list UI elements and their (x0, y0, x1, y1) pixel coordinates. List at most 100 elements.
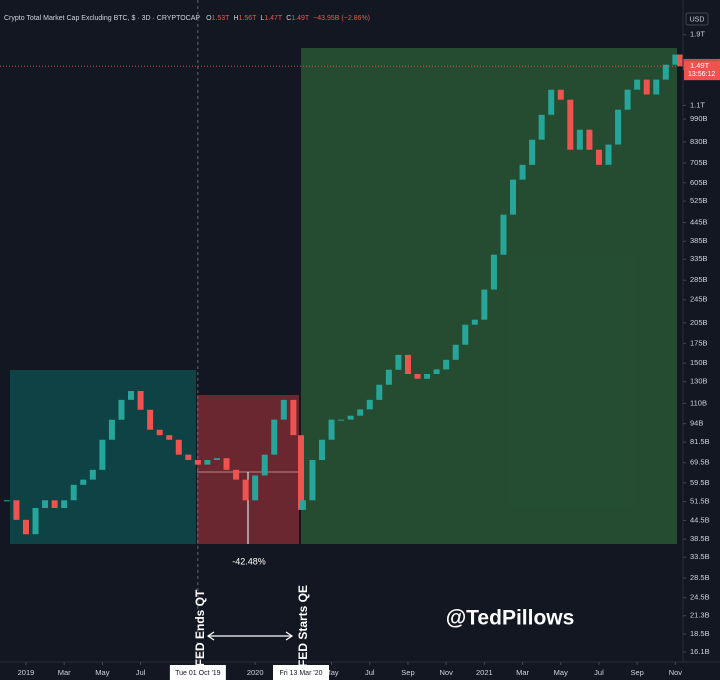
y-tick-label: 525B (690, 196, 708, 205)
candle (443, 359, 450, 370)
x-tick-label: May (324, 668, 338, 677)
marker-box (273, 665, 330, 680)
x-tick-label: 2021 (476, 668, 493, 677)
candle (519, 164, 526, 180)
y-tick-label: 18.5B (690, 629, 710, 638)
measure-label: -42.48% (232, 556, 266, 566)
candle (624, 89, 631, 110)
candle (672, 54, 679, 65)
candle (51, 500, 58, 508)
x-tick-label: Mar (516, 668, 529, 677)
price-axis (683, 0, 720, 680)
candle (22, 519, 29, 535)
candle (433, 369, 440, 375)
candle (252, 475, 259, 501)
candle (567, 99, 574, 150)
y-tick-label: 130B (690, 377, 708, 386)
y-tick-label: 830B (690, 137, 708, 146)
arrow (206, 631, 294, 641)
x-tick-label: 2019 (18, 668, 35, 677)
candle (385, 369, 392, 385)
candle (634, 79, 641, 90)
x-tick-label: May (95, 668, 109, 677)
candle (166, 435, 173, 440)
y-tick-label: 59.5B (690, 478, 710, 487)
x-tick-label: May (554, 668, 568, 677)
ohlc-label: C (286, 15, 291, 22)
x-tick-label: Nov (669, 668, 683, 677)
candle (452, 344, 459, 360)
price-box (684, 60, 720, 81)
candle (223, 458, 230, 470)
candle (481, 289, 488, 320)
candle (128, 391, 135, 400)
candle (347, 415, 354, 420)
candle (643, 79, 650, 95)
candle (99, 439, 106, 470)
change: −43.95B (−2.86%) (313, 15, 370, 22)
price-time: 13:56:12 (688, 71, 715, 78)
candle (529, 139, 536, 165)
y-tick-label: 28.5B (690, 573, 710, 582)
y-tick-label: 605B (690, 178, 708, 187)
y-tick-label: 21.3B (690, 611, 710, 620)
y-tick-label: 335B (690, 254, 708, 263)
ohlc-label: L (260, 15, 264, 22)
candle (290, 399, 297, 436)
y-tick-label: 24.5B (690, 593, 710, 602)
watermark: @TedPillows (446, 607, 575, 630)
candle (653, 79, 660, 95)
x-tick-label: Mar (58, 668, 71, 677)
candle (557, 89, 564, 100)
ohlc-value: 1.56T (239, 15, 258, 22)
marker-label: Tue 01 Oct '19 (175, 670, 221, 677)
candle (80, 479, 87, 485)
y-tick-label: 94B (690, 419, 703, 428)
candle (242, 479, 249, 501)
marker-box (169, 665, 226, 680)
currency: USD (690, 16, 705, 23)
candle (298, 435, 305, 510)
candle (471, 319, 478, 325)
y-tick-label: 445B (690, 218, 708, 227)
candle (414, 374, 421, 379)
x-tick-label: Sep (630, 668, 643, 677)
candle (328, 419, 335, 440)
ohlc-value: 1.49T (291, 15, 310, 22)
candle (42, 500, 49, 508)
candle (538, 114, 545, 140)
y-tick-label: 33.5B (690, 552, 710, 561)
candle (319, 439, 326, 460)
plot (0, 0, 684, 662)
candle (595, 149, 602, 165)
candle (32, 507, 39, 535)
candle (280, 399, 287, 420)
candle (366, 399, 373, 410)
x-tick-label: Sep (401, 668, 414, 677)
y-tick-label: 150B (690, 358, 708, 367)
candle (424, 374, 431, 379)
candle (3, 500, 10, 502)
candle (108, 419, 115, 440)
ohlc-label: H (233, 15, 238, 22)
candle (175, 439, 182, 455)
candle (118, 399, 125, 420)
candle (147, 409, 154, 430)
y-tick-label: 69.5B (690, 458, 710, 467)
candle (395, 354, 402, 370)
candle (490, 254, 497, 290)
candle (576, 129, 583, 150)
y-tick-label: 51.5B (690, 497, 710, 506)
candle (662, 64, 669, 80)
y-tick-label: 38.5B (690, 534, 710, 543)
candle (204, 459, 211, 465)
y-tick-label: 81.5B (690, 437, 710, 446)
range-box-green (301, 48, 677, 544)
marker-label: Fri 13 Mar '20 (280, 670, 323, 677)
y-tick-label: 44.5B (690, 515, 710, 524)
y-tick-label: 16.1B (690, 647, 710, 656)
candle (156, 429, 163, 436)
price-label: 1.49T (690, 61, 710, 70)
candle (376, 384, 383, 400)
y-tick-label: 245B (690, 295, 708, 304)
